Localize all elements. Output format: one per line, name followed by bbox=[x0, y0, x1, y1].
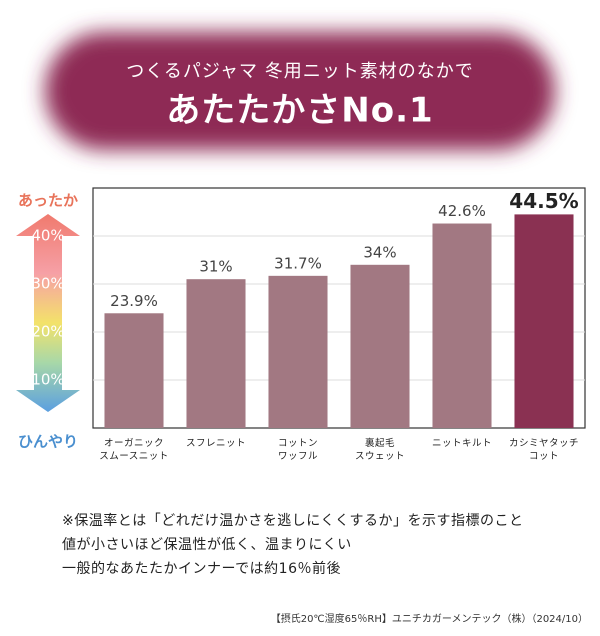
chart-title: あたたかさNo.1 bbox=[166, 91, 433, 131]
plot-frame bbox=[92, 187, 586, 429]
y-tick-label: 30% bbox=[31, 275, 64, 293]
x-tick-label: コットン ワッフル bbox=[277, 438, 318, 462]
value-label: 31.7% bbox=[274, 254, 322, 272]
axis-bottom-label: ひんやり bbox=[18, 433, 78, 451]
subtitle: つくるパジャマ 冬用ニット素材のなかで bbox=[126, 61, 473, 82]
banner bbox=[45, 32, 555, 150]
y-tick-label: 10% bbox=[31, 371, 64, 389]
value-label: 34% bbox=[363, 243, 396, 261]
axis-top-label: あったか bbox=[18, 192, 78, 210]
bar bbox=[514, 214, 574, 428]
bar bbox=[104, 313, 164, 428]
bar bbox=[186, 279, 246, 428]
bar bbox=[432, 223, 492, 428]
bar bbox=[268, 275, 328, 428]
source: 【摂氏20℃湿度65％RH】ユニチカガーメンテック（株）（2024/10） bbox=[270, 614, 588, 625]
x-tick-label: 裏起毛 スウェット bbox=[354, 438, 405, 462]
x-tick-label: ニットキルト bbox=[431, 438, 492, 449]
y-tick-label: 20% bbox=[31, 323, 64, 341]
bar bbox=[350, 264, 410, 428]
note: 一般的なあたたかインナーでは約16％前後 bbox=[62, 561, 341, 577]
x-tick-label: オーガニック スムースニット bbox=[99, 438, 169, 462]
value-label: 23.9% bbox=[110, 292, 158, 310]
value-label: 42.6% bbox=[438, 202, 486, 220]
value-label: 31% bbox=[199, 258, 232, 276]
y-tick-label: 40% bbox=[31, 227, 64, 245]
temperature-arrow bbox=[16, 214, 80, 412]
note: 値が小さいほど保温性が低く、温まりにくい bbox=[62, 537, 352, 553]
x-tick-label: カシミヤタッチ コット bbox=[508, 438, 579, 462]
x-tick-label: スフレニット bbox=[185, 438, 246, 449]
note: ※保温率とは「どれだけ温かさを逃しにくくするか」を示す指標のこと bbox=[62, 513, 524, 529]
value-label: 44.5% bbox=[509, 189, 578, 213]
